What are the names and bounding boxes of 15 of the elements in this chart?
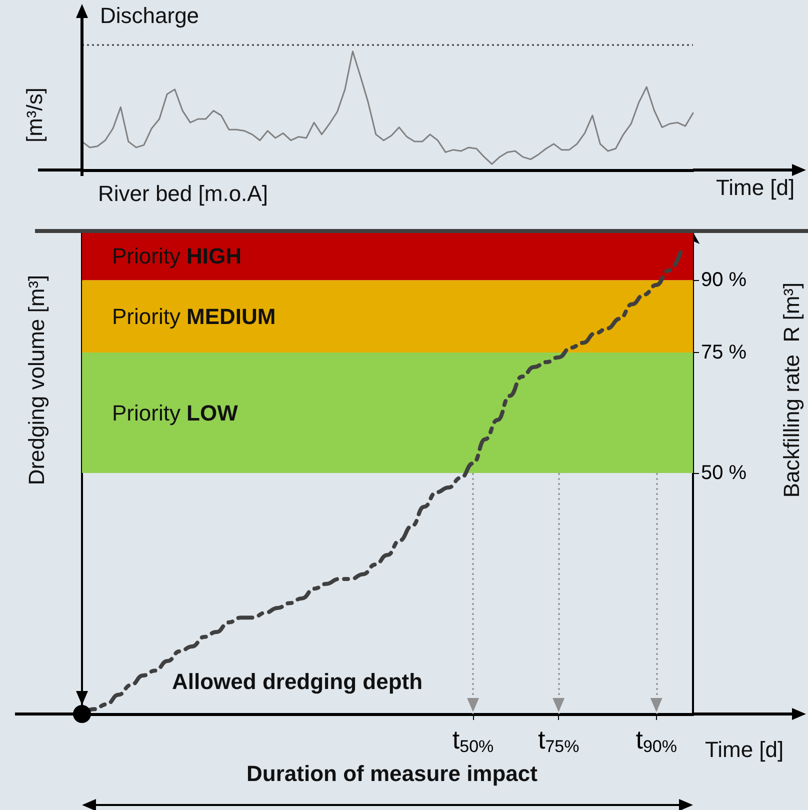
band-label: Priority HIGH <box>112 244 242 269</box>
band-label: Priority LOW <box>112 400 238 426</box>
text: River bed [m.o.A] <box>98 181 268 206</box>
x-axis-title: Time [d] <box>705 737 784 762</box>
annotation: Allowed dredging depth <box>172 669 423 694</box>
y-axis-title: Dredging volume [m³] <box>24 274 50 486</box>
y2-tick-label: 75 % <box>701 342 747 364</box>
y2-tick-label: 90 % <box>701 269 747 292</box>
text: Discharge <box>100 3 200 28</box>
x-axis-title: Time [d] <box>716 175 795 200</box>
band-label: Priority MEDIUM <box>112 304 276 329</box>
y-axis-title: [m³/s] <box>22 88 48 142</box>
text: Duration of measure impact <box>246 761 538 786</box>
y2-axis-title: Backfilling rate R [m³] <box>778 282 804 498</box>
y2-tick-label: 50 % <box>701 462 747 484</box>
